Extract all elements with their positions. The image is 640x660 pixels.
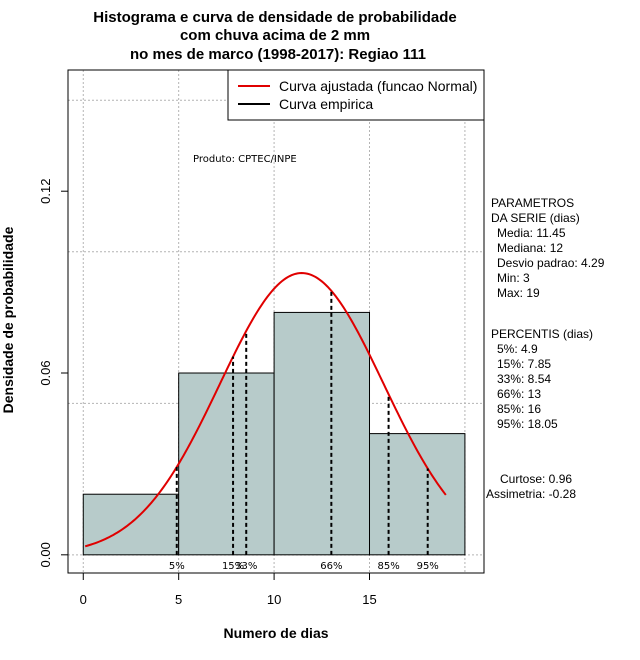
x-tick-label: 5 [175,592,182,607]
curve-layer [84,272,447,548]
legend-label-empirical: Curva empirica [279,96,373,112]
y-tick-label: 0.06 [38,360,53,385]
assimetria-text: Assimetria: -0.28 [486,487,576,501]
percentile-layer: 5% 15%33% 66% 85% 95% [169,290,439,572]
percentis-line: 95%: 18.05 [497,417,558,431]
parametros-line: Max: 19 [497,286,540,300]
x-tick-label: 0 [80,592,87,607]
y-axis-label: Densidade de probabilidade [0,226,16,413]
chart-title-line-2: com chuva acima de 2 mm [180,27,370,44]
parametros-line: PARAMETROS [491,196,574,210]
curtose-text: Curtose: 0.96 [500,472,572,486]
product-annotation: Produto: CPTEC/INPE [193,154,297,165]
parametros-line: Mediana: 12 [497,241,563,255]
percentis-line: 33%: 8.54 [497,372,551,386]
percentile-label: 33% [235,561,257,572]
x-tick-label: 10 [267,592,281,607]
histogram-bar [273,311,371,556]
y-tick-label: 0.12 [38,179,53,204]
chart-title-line-3: no mes de marco (1998-2017): Regiao 111 [130,46,426,63]
parametros-line: DA SERIE (dias) [491,211,580,225]
histogram-bar [369,433,466,556]
x-tick-label: 15 [362,592,376,607]
axes-layer: 0 5 10 15 0.00 0.06 0.12 [38,179,377,607]
parametros-line: Media: 11.45 [497,226,566,240]
legend-label-fitted: Curva ajustada (funcao Normal) [279,78,477,94]
percentile-label: 15% [222,561,244,572]
percentis-line: 15%: 7.85 [497,357,551,371]
percentis-line: 85%: 16 [497,402,541,416]
percentis-line: PERCENTIS (dias) [491,327,593,341]
bars-layer [82,311,466,556]
fitted-curve-line [84,272,447,548]
histogram-bar [82,493,180,556]
y-tick-label: 0.00 [38,542,53,567]
percentis-line: 66%: 13 [497,387,541,401]
parametros-line: Desvio padrao: 4.29 [497,256,605,270]
percentile-label: 66% [320,561,342,572]
chart-title-line-1: Histograma e curva de densidade de proba… [93,9,456,26]
parametros-line: Min: 3 [497,271,530,285]
histogram-bar [178,372,275,556]
percentile-label: 85% [377,561,399,572]
percentile-label: 5% [169,561,185,572]
legend: Curva ajustada (funcao Normal) Curva emp… [227,69,485,121]
x-axis-label: Numero de dias [223,625,328,641]
legend-box [227,69,485,121]
percentile-label: 95% [417,561,439,572]
percentis-line: 5%: 4.9 [497,342,538,356]
